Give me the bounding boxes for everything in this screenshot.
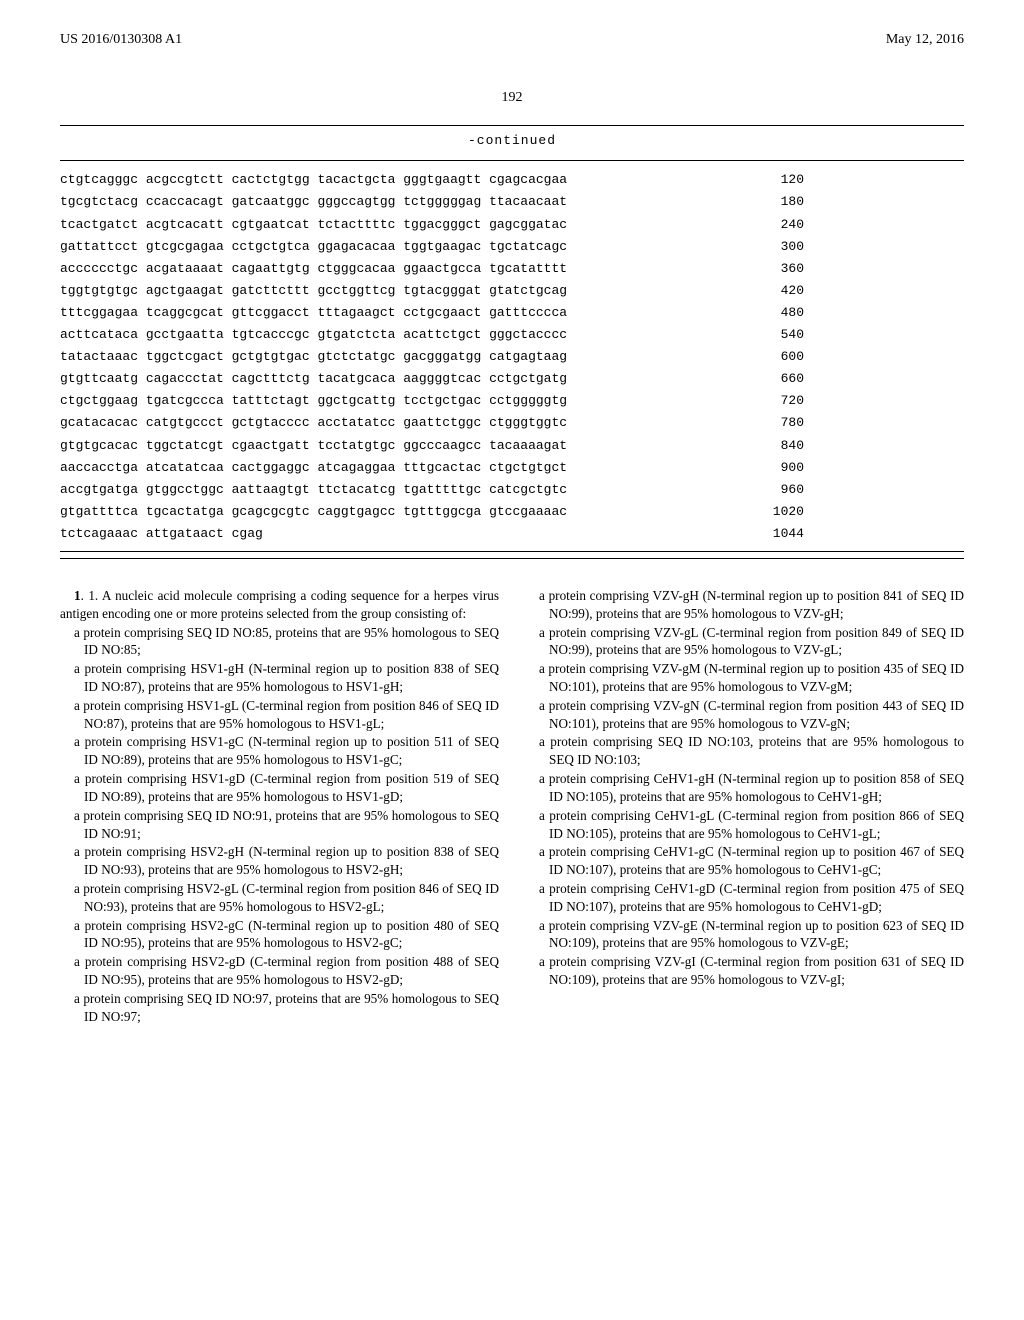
sequence-position: 780 [567,412,964,434]
sequence-continued-label: -continued [60,132,964,150]
claim-sub-item: a protein comprising HSV1-gD (C-terminal… [60,770,499,806]
sequence-text: ctgtcagggc acgccgtctt cactctgtgg tacactg… [60,169,567,191]
sequence-text: tcactgatct acgtcacatt cgtgaatcat tctactt… [60,214,567,236]
claim-sub-item: a protein comprising HSV1-gC (N-terminal… [60,733,499,769]
claim-sub-item: a protein comprising HSV1-gH (N-terminal… [60,660,499,696]
sequence-position: 420 [567,280,964,302]
sequence-row: ctgctggaag tgatcgccca tatttctagt ggctgca… [60,390,964,412]
sequence-text: gtgattttca tgcactatga gcagcgcgtc caggtga… [60,501,567,523]
claim-sub-item: a protein comprising HSV2-gL (C-terminal… [60,880,499,916]
sequence-position: 1044 [263,523,964,545]
sequence-position: 900 [567,457,964,479]
sequence-listing: -continued ctgtcagggc acgccgtctt cactctg… [60,125,964,559]
sequence-text: tctcagaaac attgataact cgag [60,523,263,545]
sequence-row: tggtgtgtgc agctgaagat gatcttcttt gcctggt… [60,280,964,302]
claim-sub-item: a protein comprising HSV2-gH (N-terminal… [60,843,499,879]
sequence-row: ctgtcagggc acgccgtctt cactctgtgg tacactg… [60,169,964,191]
sequence-position: 600 [567,346,964,368]
claim-sub-item: a protein comprising CeHV1-gH (N-termina… [525,770,964,806]
sequence-row: gtgtgcacac tggctatcgt cgaactgatt tcctatg… [60,435,964,457]
sequence-position: 960 [567,479,964,501]
sequence-row: aaccacctga atcatatcaa cactggaggc atcagag… [60,457,964,479]
sequence-text: aaccacctga atcatatcaa cactggaggc atcagag… [60,457,567,479]
claim-sub-item: a protein comprising CeHV1-gD (C-termina… [525,880,964,916]
claim-sub-item: a protein comprising VZV-gI (C-terminal … [525,953,964,989]
sequence-rows: ctgtcagggc acgccgtctt cactctgtgg tacactg… [60,169,964,545]
claim-sub-item: a protein comprising VZV-gL (C-terminal … [525,624,964,660]
sequence-position: 360 [567,258,964,280]
sequence-text: acccccctgc acgataaaat cagaattgtg ctgggca… [60,258,567,280]
sequence-row: acccccctgc acgataaaat cagaattgtg ctgggca… [60,258,964,280]
divider [60,551,964,552]
sequence-text: gtgttcaatg cagaccctat cagctttctg tacatgc… [60,368,567,390]
sequence-row: tgcgtctacg ccaccacagt gatcaatggc gggccag… [60,191,964,213]
page-header: US 2016/0130308 A1 May 12, 2016 [60,30,964,50]
claim-sub-item: a protein comprising SEQ ID NO:97, prote… [60,990,499,1026]
claim-sub-item: a protein comprising VZV-gM (N-terminal … [525,660,964,696]
claim-sub-item: a protein comprising SEQ ID NO:85, prote… [60,624,499,660]
claim-sub-item: a protein comprising VZV-gH (N-terminal … [525,587,964,623]
sequence-position: 240 [567,214,964,236]
claims-right-column: a protein comprising VZV-gH (N-terminal … [525,587,964,1027]
claim-sub-item: a protein comprising VZV-gE (N-terminal … [525,917,964,953]
sequence-position: 180 [567,191,964,213]
sequence-row: tctcagaaac attgataact cgag1044 [60,523,964,545]
claim-sub-item: a protein comprising HSV2-gD (C-terminal… [60,953,499,989]
sequence-text: ctgctggaag tgatcgccca tatttctagt ggctgca… [60,390,567,412]
page-number: 192 [60,88,964,108]
sequence-row: acttcataca gcctgaatta tgtcacccgc gtgatct… [60,324,964,346]
sequence-position: 300 [567,236,964,258]
claim-sub-item: a protein comprising CeHV1-gC (N-termina… [525,843,964,879]
claim-sub-item: a protein comprising SEQ ID NO:103, prot… [525,733,964,769]
sequence-row: gattattcct gtcgcgagaa cctgctgtca ggagaca… [60,236,964,258]
sequence-position: 720 [567,390,964,412]
sequence-text: gcatacacac catgtgccct gctgtacccc acctata… [60,412,567,434]
claim-sub-item: a protein comprising VZV-gN (C-terminal … [525,697,964,733]
sequence-position: 840 [567,435,964,457]
sequence-row: tcactgatct acgtcacatt cgtgaatcat tctactt… [60,214,964,236]
claim-sub-item: a protein comprising HSV2-gC (N-terminal… [60,917,499,953]
claim-sub-item: a protein comprising SEQ ID NO:91, prote… [60,807,499,843]
sequence-text: gattattcct gtcgcgagaa cctgctgtca ggagaca… [60,236,567,258]
sequence-text: acttcataca gcctgaatta tgtcacccgc gtgatct… [60,324,567,346]
claims-left-column: 1. 1. A nucleic acid molecule comprising… [60,587,499,1027]
sequence-row: tttcggagaa tcaggcgcat gttcggacct tttagaa… [60,302,964,324]
sequence-text: tggtgtgtgc agctgaagat gatcttcttt gcctggt… [60,280,567,302]
sequence-row: gtgttcaatg cagaccctat cagctttctg tacatgc… [60,368,964,390]
publication-number: US 2016/0130308 A1 [60,30,182,50]
sequence-row: gtgattttca tgcactatga gcagcgcgtc caggtga… [60,501,964,523]
sequence-position: 480 [567,302,964,324]
publication-date: May 12, 2016 [886,30,964,50]
claims-columns: 1. 1. A nucleic acid molecule comprising… [60,587,964,1027]
sequence-row: tatactaaac tggctcgact gctgtgtgac gtctcta… [60,346,964,368]
sequence-position: 1020 [567,501,964,523]
claim-1-lead: 1. 1. A nucleic acid molecule comprising… [60,587,499,623]
divider [60,160,964,161]
sequence-position: 660 [567,368,964,390]
sequence-text: accgtgatga gtggcctggc aattaagtgt ttctaca… [60,479,567,501]
claim-sub-item: a protein comprising CeHV1-gL (C-termina… [525,807,964,843]
sequence-text: gtgtgcacac tggctatcgt cgaactgatt tcctatg… [60,435,567,457]
claim-sub-item: a protein comprising HSV1-gL (C-terminal… [60,697,499,733]
sequence-row: gcatacacac catgtgccct gctgtacccc acctata… [60,412,964,434]
sequence-position: 120 [567,169,964,191]
sequence-position: 540 [567,324,964,346]
sequence-row: accgtgatga gtggcctggc aattaagtgt ttctaca… [60,479,964,501]
sequence-text: tgcgtctacg ccaccacagt gatcaatggc gggccag… [60,191,567,213]
sequence-text: tatactaaac tggctcgact gctgtgtgac gtctcta… [60,346,567,368]
sequence-text: tttcggagaa tcaggcgcat gttcggacct tttagaa… [60,302,567,324]
